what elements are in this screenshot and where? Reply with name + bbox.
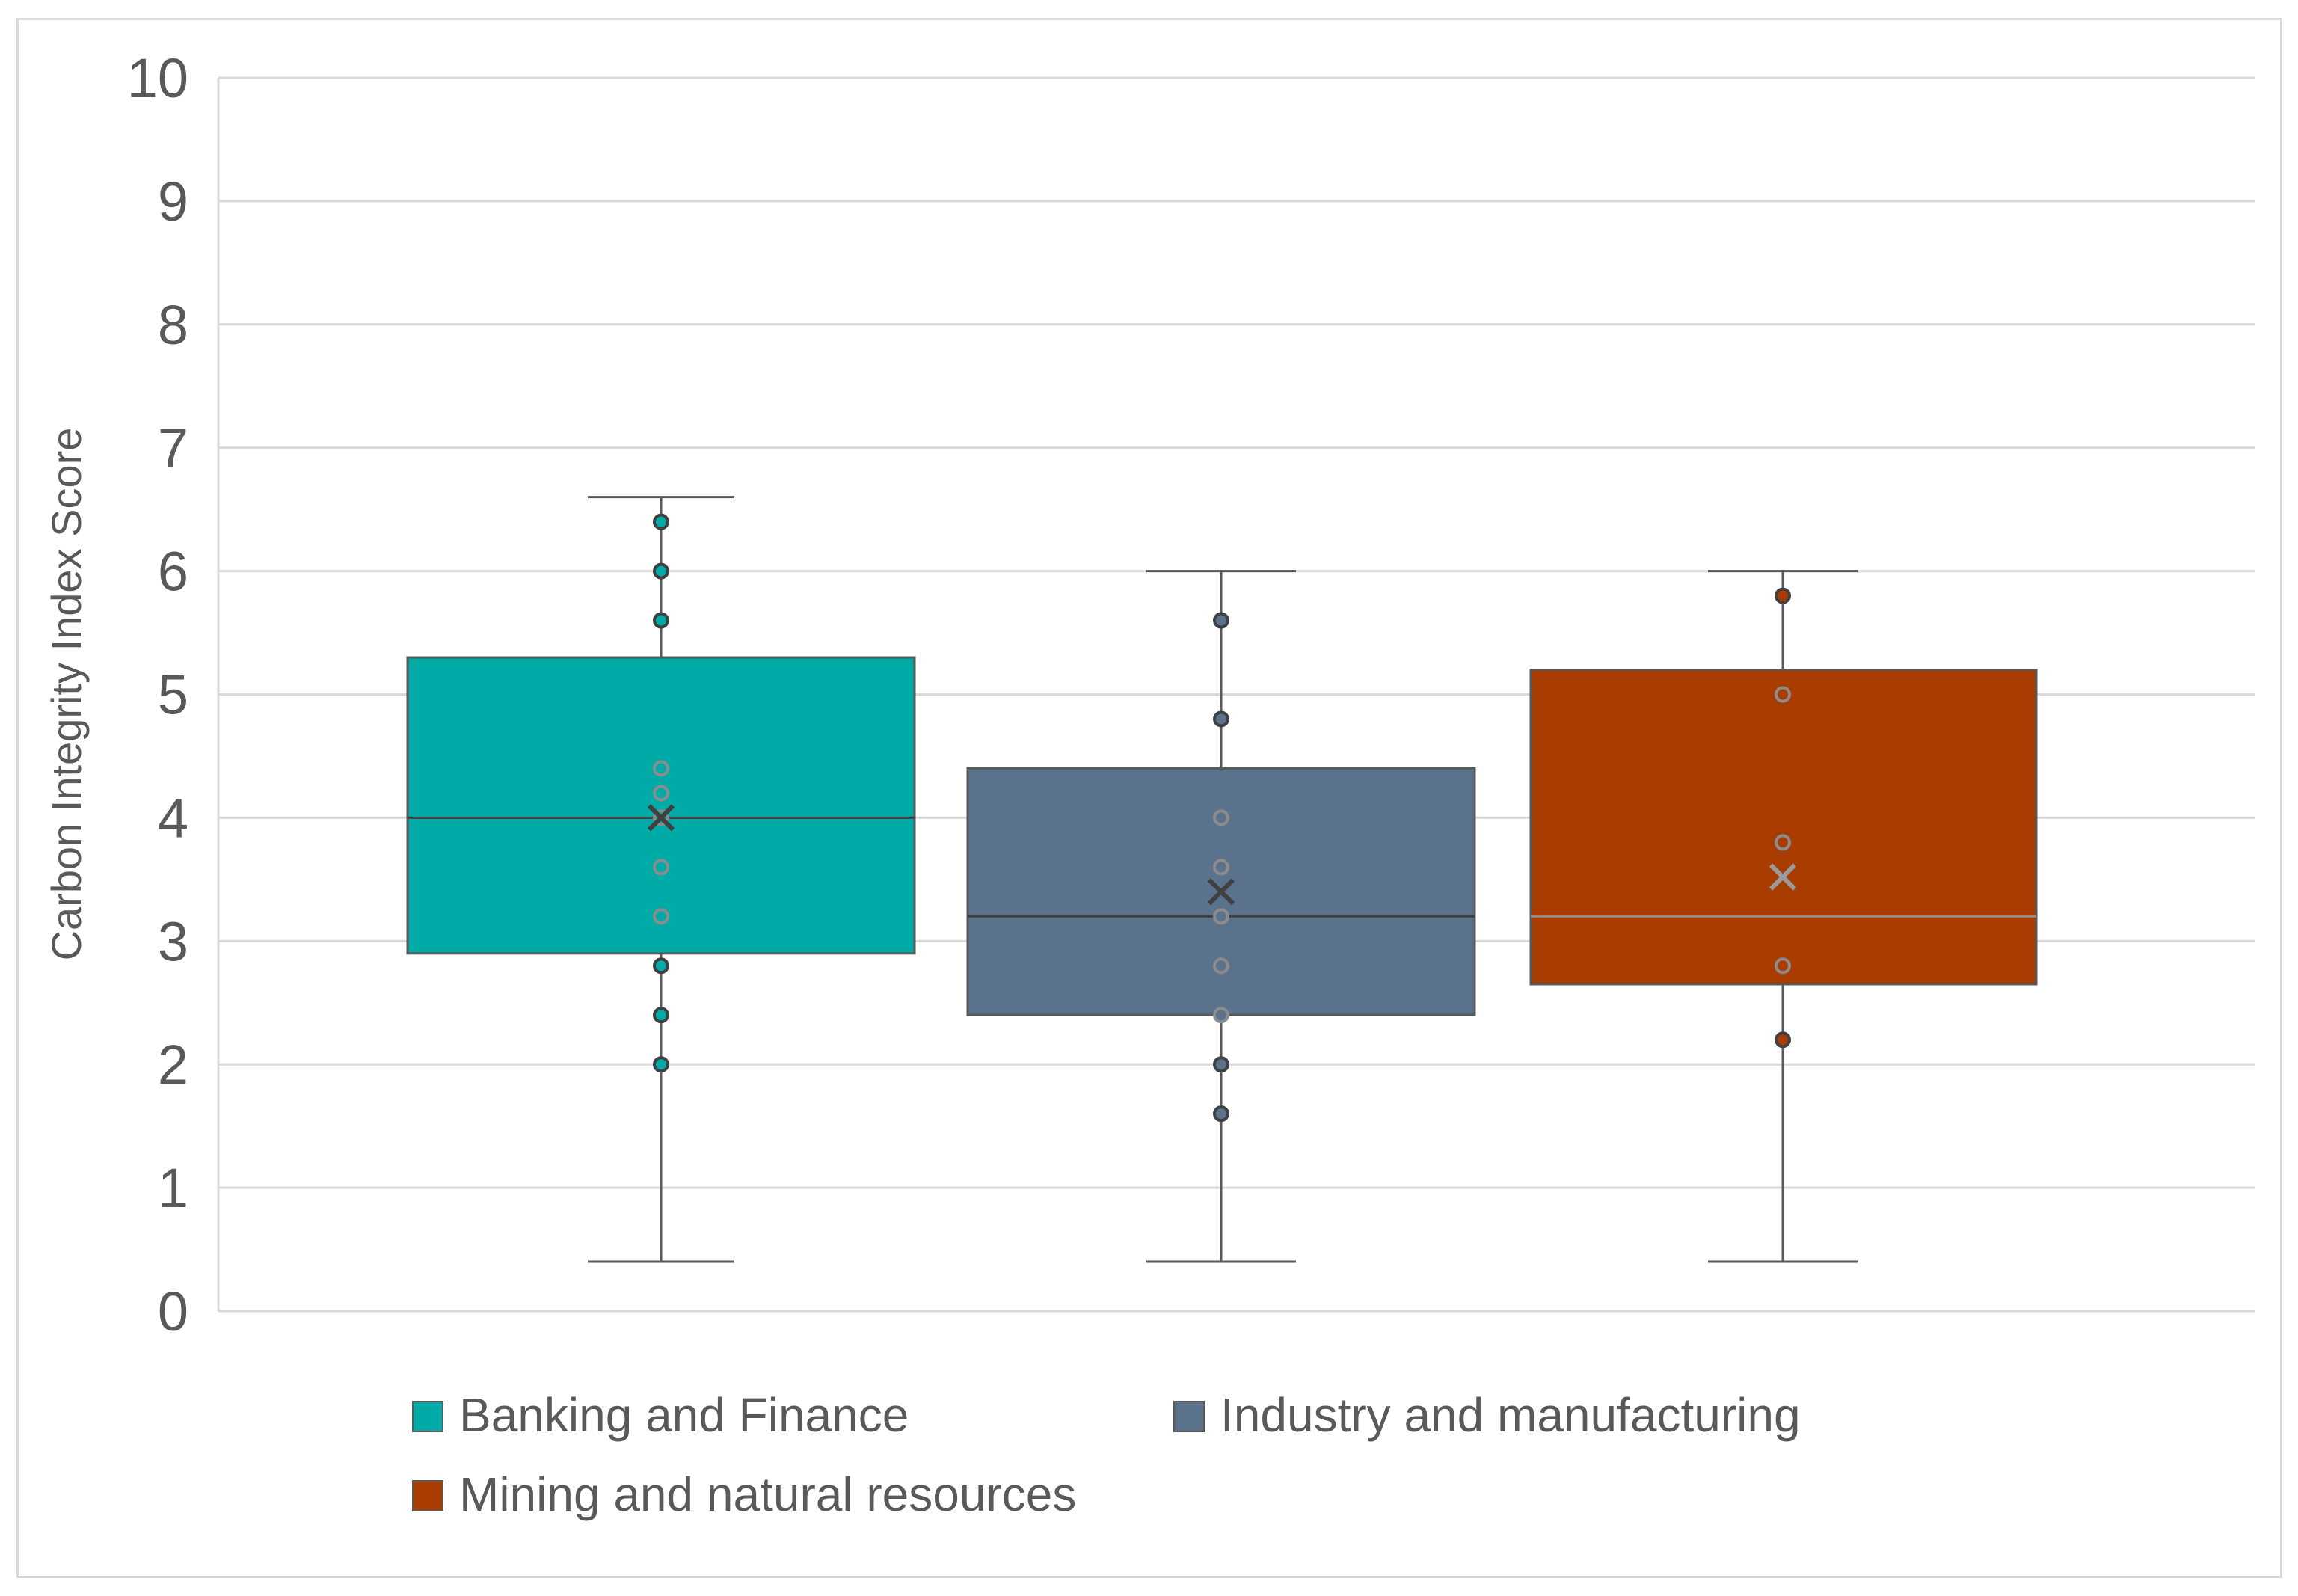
legend-swatch [412, 1401, 443, 1432]
y-tick-label-5: 5 [158, 664, 188, 726]
legend-item-industry-and-manufacturing: Industry and manufacturing [1173, 1388, 1801, 1442]
data-point [653, 760, 669, 777]
box-rect [406, 656, 916, 955]
legend-swatch [1173, 1401, 1205, 1432]
data-point [1775, 587, 1791, 604]
y-tick-label-3: 3 [158, 910, 188, 972]
legend-label: Mining and natural resources [459, 1467, 1076, 1521]
data-point [653, 1056, 669, 1073]
data-point [1775, 834, 1791, 851]
y-tick-label-2: 2 [158, 1034, 188, 1096]
y-tick-label-0: 0 [158, 1280, 188, 1342]
legend-label: Banking and Finance [459, 1388, 909, 1442]
box-industry-and-manufacturing [966, 570, 1476, 1263]
box-rect [1529, 669, 2038, 986]
mean-marker [647, 804, 675, 832]
legend-item-mining-and-natural-resources: Mining and natural resources [412, 1467, 1076, 1521]
y-tick-label-1: 1 [158, 1157, 188, 1219]
data-point [1213, 710, 1229, 728]
data-point [1213, 809, 1229, 826]
mean-marker [1769, 863, 1797, 891]
legend: Banking and Finance Industry and manufact… [412, 1388, 1801, 1521]
data-point [1213, 1007, 1229, 1024]
data-point [653, 612, 669, 629]
data-point [1213, 1105, 1229, 1123]
y-tick-label-6: 6 [158, 541, 188, 603]
data-point [1213, 957, 1229, 975]
mean-marker [1207, 878, 1235, 906]
data-point [1213, 1056, 1229, 1073]
y-tick-label-8: 8 [158, 294, 188, 356]
legend-swatch [412, 1480, 443, 1511]
data-point [653, 859, 669, 876]
y-axis-ticks: 0 1 2 3 4 5 6 7 8 9 10 [127, 47, 188, 1342]
legend-item-banking-and-finance: Banking and Finance [412, 1388, 909, 1442]
data-point [1213, 859, 1229, 876]
mean-marker-stroke-b [647, 804, 675, 832]
data-point [653, 1007, 669, 1024]
y-axis-title: Carbon Integrity Index Score [43, 428, 90, 961]
data-point [1775, 686, 1791, 703]
mean-marker-stroke-b [1207, 878, 1235, 906]
data-point [653, 957, 669, 975]
y-tick-label-4: 4 [158, 787, 188, 849]
data-point [1775, 957, 1791, 975]
box-mining-and-natural-resources [1529, 570, 2038, 1263]
data-point [1213, 908, 1229, 925]
legend-label: Industry and manufacturing [1220, 1388, 1801, 1442]
y-tick-label-7: 7 [158, 417, 188, 479]
y-tick-label-10: 10 [127, 47, 188, 109]
data-point [653, 562, 669, 580]
data-point [653, 513, 669, 530]
box-series [406, 496, 2038, 1263]
data-point [653, 785, 669, 802]
y-tick-label-9: 9 [158, 171, 188, 233]
data-point [1775, 1031, 1791, 1049]
mean-marker-stroke-b [1769, 863, 1797, 891]
box-banking-and-finance [406, 496, 916, 1263]
data-point [653, 908, 669, 925]
data-point [1213, 612, 1229, 629]
